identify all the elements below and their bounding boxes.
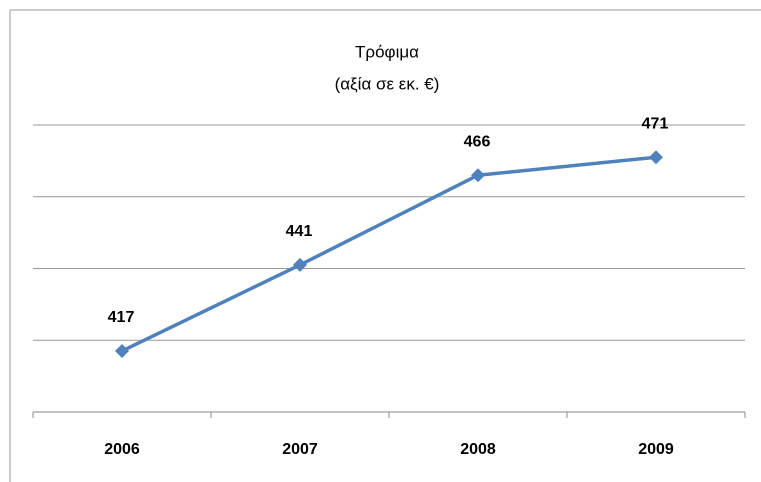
chart-title: Τρόφιμα bbox=[355, 42, 419, 61]
x-tick-label: 2009 bbox=[638, 441, 674, 458]
data-point bbox=[649, 150, 663, 165]
data-point bbox=[115, 344, 129, 359]
data-point bbox=[293, 257, 307, 272]
data-label: 441 bbox=[286, 223, 313, 240]
data-label: 471 bbox=[642, 116, 669, 133]
x-tick-label: 2007 bbox=[282, 441, 318, 458]
x-tick-label: 2008 bbox=[460, 441, 496, 458]
data-line bbox=[121, 155, 657, 353]
chart-subtitle: (αξία σε εκ. €) bbox=[335, 74, 440, 93]
data-label: 466 bbox=[464, 133, 491, 150]
data-label: 417 bbox=[108, 309, 135, 326]
data-point bbox=[471, 168, 485, 183]
x-tick-label: 2006 bbox=[104, 441, 140, 458]
